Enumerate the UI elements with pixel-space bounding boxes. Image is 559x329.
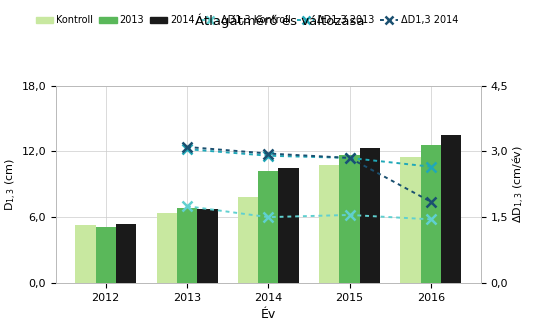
- Bar: [319, 164, 339, 283]
- Bar: [258, 171, 278, 283]
- Bar: [360, 148, 380, 283]
- X-axis label: Év: Év: [260, 308, 276, 321]
- Bar: [421, 145, 441, 283]
- Bar: [441, 135, 461, 283]
- Text: Átlagátmérő és változása: Átlagátmérő és változása: [195, 13, 364, 28]
- Legend: Kontroll, 2013, 2014, ΔD1,3 Kontroll, ΔD1,3 2013, ΔD1,3 2014: Kontroll, 2013, 2014, ΔD1,3 Kontroll, ΔD…: [36, 15, 458, 25]
- Y-axis label: ΔD$_{1,3}$ (cm/év): ΔD$_{1,3}$ (cm/év): [511, 145, 527, 223]
- Bar: [238, 197, 258, 283]
- Bar: [197, 210, 217, 283]
- Bar: [339, 155, 360, 283]
- Bar: [157, 213, 177, 283]
- Bar: [116, 224, 136, 283]
- Bar: [400, 157, 421, 283]
- Bar: [278, 168, 299, 283]
- Bar: [75, 225, 96, 283]
- Bar: [177, 208, 197, 283]
- Y-axis label: D$_{1,3}$ (cm): D$_{1,3}$ (cm): [4, 158, 19, 211]
- Bar: [96, 227, 116, 283]
